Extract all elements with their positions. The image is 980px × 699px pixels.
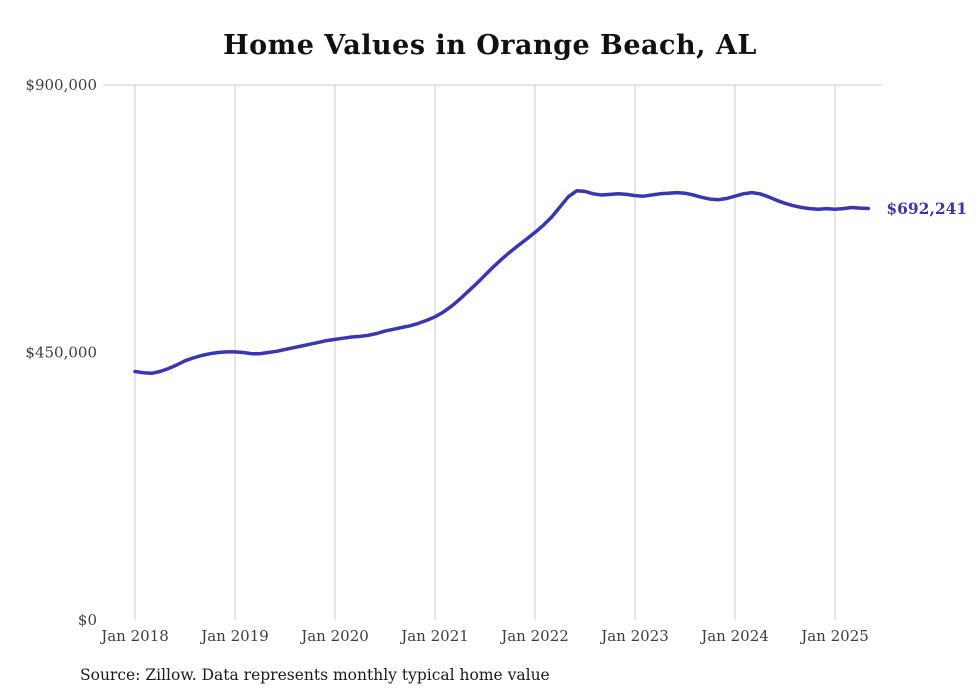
x-axis-tick-label: Jan 2024 xyxy=(699,627,769,645)
current-value-label: $692,241 xyxy=(886,199,967,218)
chart-title: Home Values in Orange Beach, AL xyxy=(223,30,757,61)
x-axis-tick-label: Jan 2020 xyxy=(299,627,369,645)
y-axis-tick-label: $900,000 xyxy=(25,76,97,94)
x-axis-tick-label: Jan 2023 xyxy=(599,627,669,645)
source-note: Source: Zillow. Data represents monthly … xyxy=(80,666,550,684)
x-axis-tick-label: Jan 2021 xyxy=(399,627,469,645)
y-axis-tick-label: $0 xyxy=(78,611,97,629)
x-axis-tick-label: Jan 2022 xyxy=(499,627,569,645)
home-value-line xyxy=(133,189,871,376)
x-axis-tick-label: Jan 2019 xyxy=(199,627,269,645)
x-axis-tick-label: Jan 2018 xyxy=(99,627,169,645)
x-axis-tick-label: Jan 2025 xyxy=(799,627,869,645)
y-axis-tick-label: $450,000 xyxy=(25,344,97,362)
